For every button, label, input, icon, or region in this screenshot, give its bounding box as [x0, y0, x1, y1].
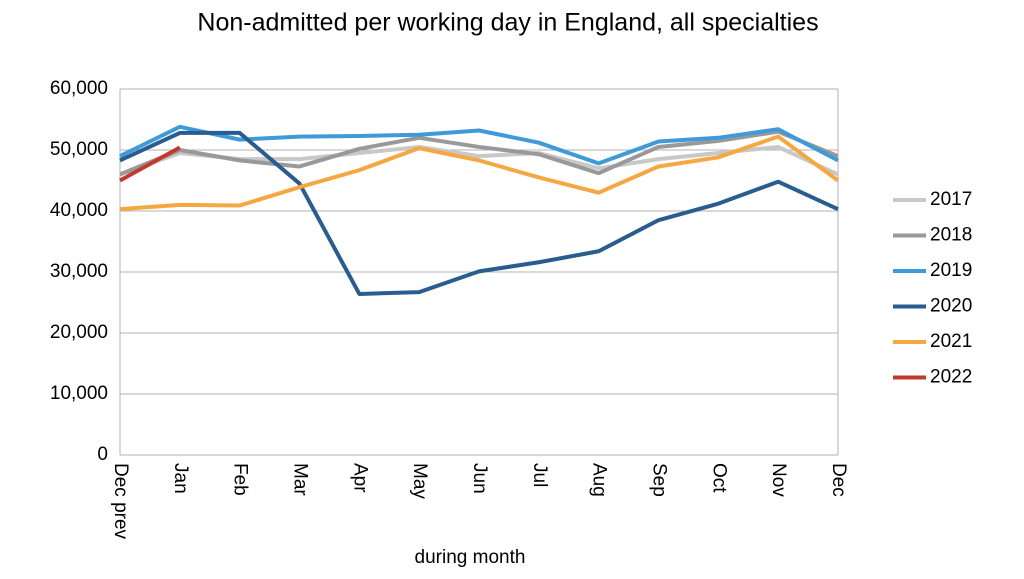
series-line	[119, 130, 839, 296]
legend-label: 2017	[930, 189, 972, 210]
y-tick-label: 60,000	[50, 78, 108, 99]
legend-label: 2019	[930, 260, 972, 281]
series-line	[119, 124, 839, 166]
x-tick-label: May	[409, 463, 430, 499]
x-tick-label: Aug	[589, 463, 610, 497]
y-tick-label: 40,000	[50, 200, 108, 221]
series-line	[119, 145, 181, 183]
x-axis-title: during month	[415, 547, 526, 568]
x-tick-label: Dec prev	[110, 463, 131, 540]
y-tick-label: 0	[97, 444, 108, 465]
y-tick-label: 50,000	[50, 139, 108, 160]
x-tick-label: Jun	[469, 463, 490, 494]
series-line	[119, 134, 840, 212]
y-tick-label: 30,000	[50, 261, 108, 282]
legend-label: 2021	[930, 331, 972, 352]
series-line	[119, 129, 839, 177]
legend-label: 2020	[930, 296, 972, 317]
legend-label: 2018	[930, 225, 972, 246]
x-tick-label: Jan	[170, 463, 191, 494]
x-tick-label: Mar	[289, 463, 310, 496]
x-tick-label: Sep	[648, 463, 669, 497]
y-tick-label: 10,000	[50, 383, 108, 404]
x-tick-label: Apr	[349, 463, 370, 493]
x-tick-label: Feb	[230, 463, 251, 496]
x-tick-label: Oct	[708, 463, 729, 493]
chart-title: Non-admitted per working day in England,…	[197, 9, 818, 37]
x-tick-label: Jul	[529, 463, 550, 487]
x-tick-label: Nov	[768, 463, 789, 497]
x-tick-label: Dec	[828, 463, 849, 497]
y-tick-label: 20,000	[50, 322, 108, 343]
legend-label: 2022	[930, 367, 972, 388]
